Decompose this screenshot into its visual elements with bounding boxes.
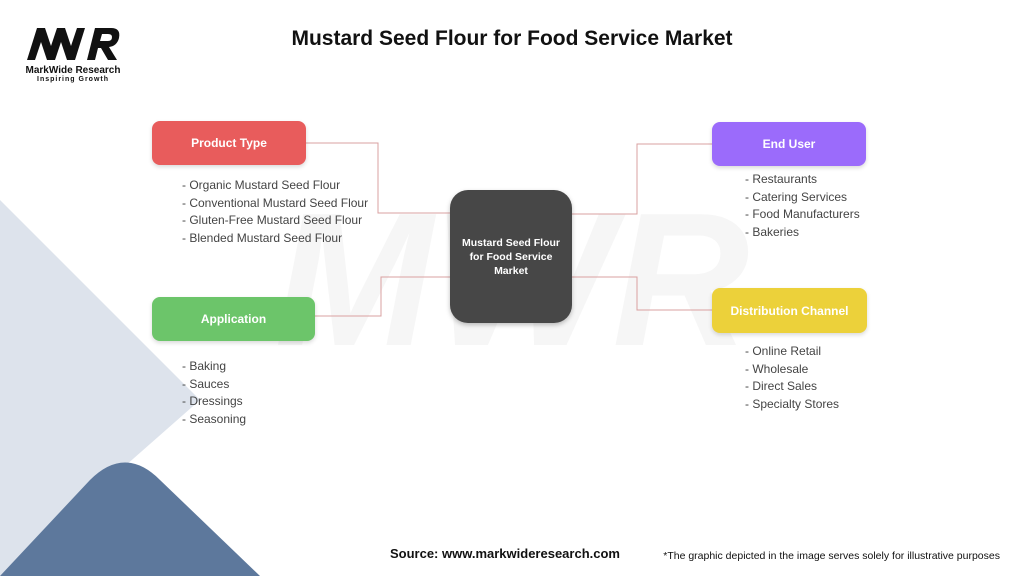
application-list: - Baking - Sauces - Dressings - Seasonin… — [182, 358, 246, 428]
category-product-type: Product Type — [152, 121, 306, 165]
category-end-user: End User — [712, 122, 866, 166]
background-shape-dark — [0, 462, 260, 576]
list-item: - Seasoning — [182, 411, 247, 426]
page-title: Mustard Seed Flour for Food Service Mark… — [291, 27, 733, 50]
disclaimer-text: *The graphic depicted in the image serve… — [663, 550, 1000, 562]
background-triangle-light — [0, 200, 200, 576]
connectors — [306, 142, 712, 317]
list-item: - Online Retail — [745, 344, 822, 358]
logo-tagline: Inspiring Growth — [37, 76, 109, 83]
list-item: - Organic Mustard Seed Flour — [182, 178, 341, 192]
list-item: - Restaurants — [745, 172, 818, 186]
logo-brand: MarkWide Research — [25, 65, 121, 76]
category-distribution-channel: Distribution Channel — [712, 288, 867, 333]
connector-end-user — [562, 143, 712, 215]
list-item: - Sauces — [182, 376, 230, 391]
logo: MarkWide Research Inspiring Growth — [20, 26, 126, 83]
list-item: - Direct Sales — [745, 379, 818, 393]
list-item: - Bakeries — [745, 224, 800, 239]
product-type-list: - Organic Mustard Seed Flour - Conventio… — [182, 177, 368, 247]
list-item: - Specialty Stores — [745, 396, 840, 411]
center-node: Mustard Seed Flour for Food Service Mark… — [450, 190, 572, 323]
list-item: - Blended Mustard Seed Flour — [182, 230, 343, 245]
list-item: - Gluten-Free Mustard Seed Flour — [182, 213, 363, 227]
list-item: - Catering Services — [745, 189, 848, 204]
list-item: - Wholesale — [745, 361, 809, 376]
source-text: Source: www.markwideresearch.com — [389, 546, 620, 561]
mwr-logo-icon — [27, 28, 120, 60]
list-item: - Dressings — [182, 394, 243, 408]
connector-distribution-channel — [562, 276, 712, 311]
distribution-channel-list: - Online Retail - Wholesale - Direct Sal… — [745, 343, 839, 413]
list-item: - Food Manufacturers — [745, 207, 860, 221]
connector-product-type — [306, 142, 450, 214]
center-label: Mustard Seed Flour for Food Service Mark… — [461, 236, 560, 277]
category-application: Application — [152, 297, 315, 341]
connector-application — [315, 276, 450, 317]
list-item: - Conventional Mustard Seed Flour — [182, 195, 369, 210]
list-item: - Baking — [182, 359, 227, 373]
end-user-list: - Restaurants - Catering Services - Food… — [745, 171, 860, 241]
